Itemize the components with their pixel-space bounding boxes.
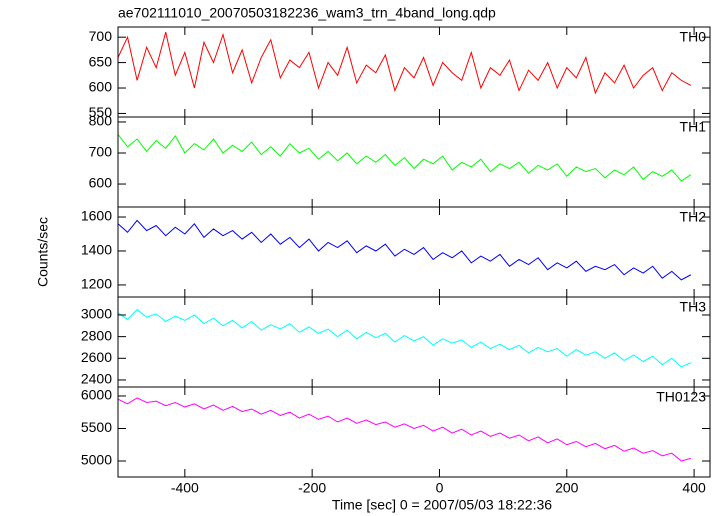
y-tick-label: 700 <box>89 144 113 160</box>
y-tick-label: 5000 <box>81 452 112 468</box>
y-tick-label: 650 <box>89 53 113 69</box>
x-tick-label: -400 <box>171 480 199 496</box>
panel-frame <box>117 206 711 298</box>
data-line <box>117 31 692 95</box>
y-tick-label: 2800 <box>81 327 112 343</box>
y-tick-label: 2600 <box>81 349 112 365</box>
series-label: TH0 <box>680 29 707 45</box>
panel-frame <box>117 116 711 208</box>
data-line <box>117 219 692 281</box>
y-tick-label: 600 <box>89 175 113 191</box>
x-tick-label: 200 <box>555 480 579 496</box>
y-tick-label: 5500 <box>81 419 112 435</box>
series-label: TH2 <box>680 209 707 225</box>
y-tick-label: 1600 <box>81 208 112 224</box>
y-tick-label: 600 <box>89 79 113 95</box>
data-line <box>117 134 692 182</box>
y-axis-label: Counts/sec <box>35 217 51 287</box>
y-tick-label: 3000 <box>81 306 112 322</box>
series-label: TH1 <box>680 119 707 135</box>
x-tick-label: 400 <box>682 480 706 496</box>
data-line <box>117 397 692 462</box>
y-tick-label: 1200 <box>81 276 112 292</box>
x-axis-label: Time [sec] 0 = 2007/05/03 18:22:36 <box>332 497 552 513</box>
chart-title: ae702111010_20070503182236_wam3_trn_4ban… <box>118 5 496 21</box>
x-tick-label: 0 <box>436 480 444 496</box>
panel-frame <box>117 386 711 478</box>
series-label: TH0123 <box>656 389 706 405</box>
y-tick-label: 700 <box>89 28 113 44</box>
y-tick-label: 800 <box>89 113 113 129</box>
data-line <box>117 308 692 368</box>
panel-frame <box>117 26 711 118</box>
y-tick-label: 550 <box>89 104 113 120</box>
y-tick-label: 2400 <box>81 371 112 387</box>
x-tick-label: -200 <box>298 480 326 496</box>
y-tick-label: 6000 <box>81 387 112 403</box>
series-label: TH3 <box>680 299 707 315</box>
y-tick-label: 1400 <box>81 242 112 258</box>
panel-frame <box>117 296 711 388</box>
